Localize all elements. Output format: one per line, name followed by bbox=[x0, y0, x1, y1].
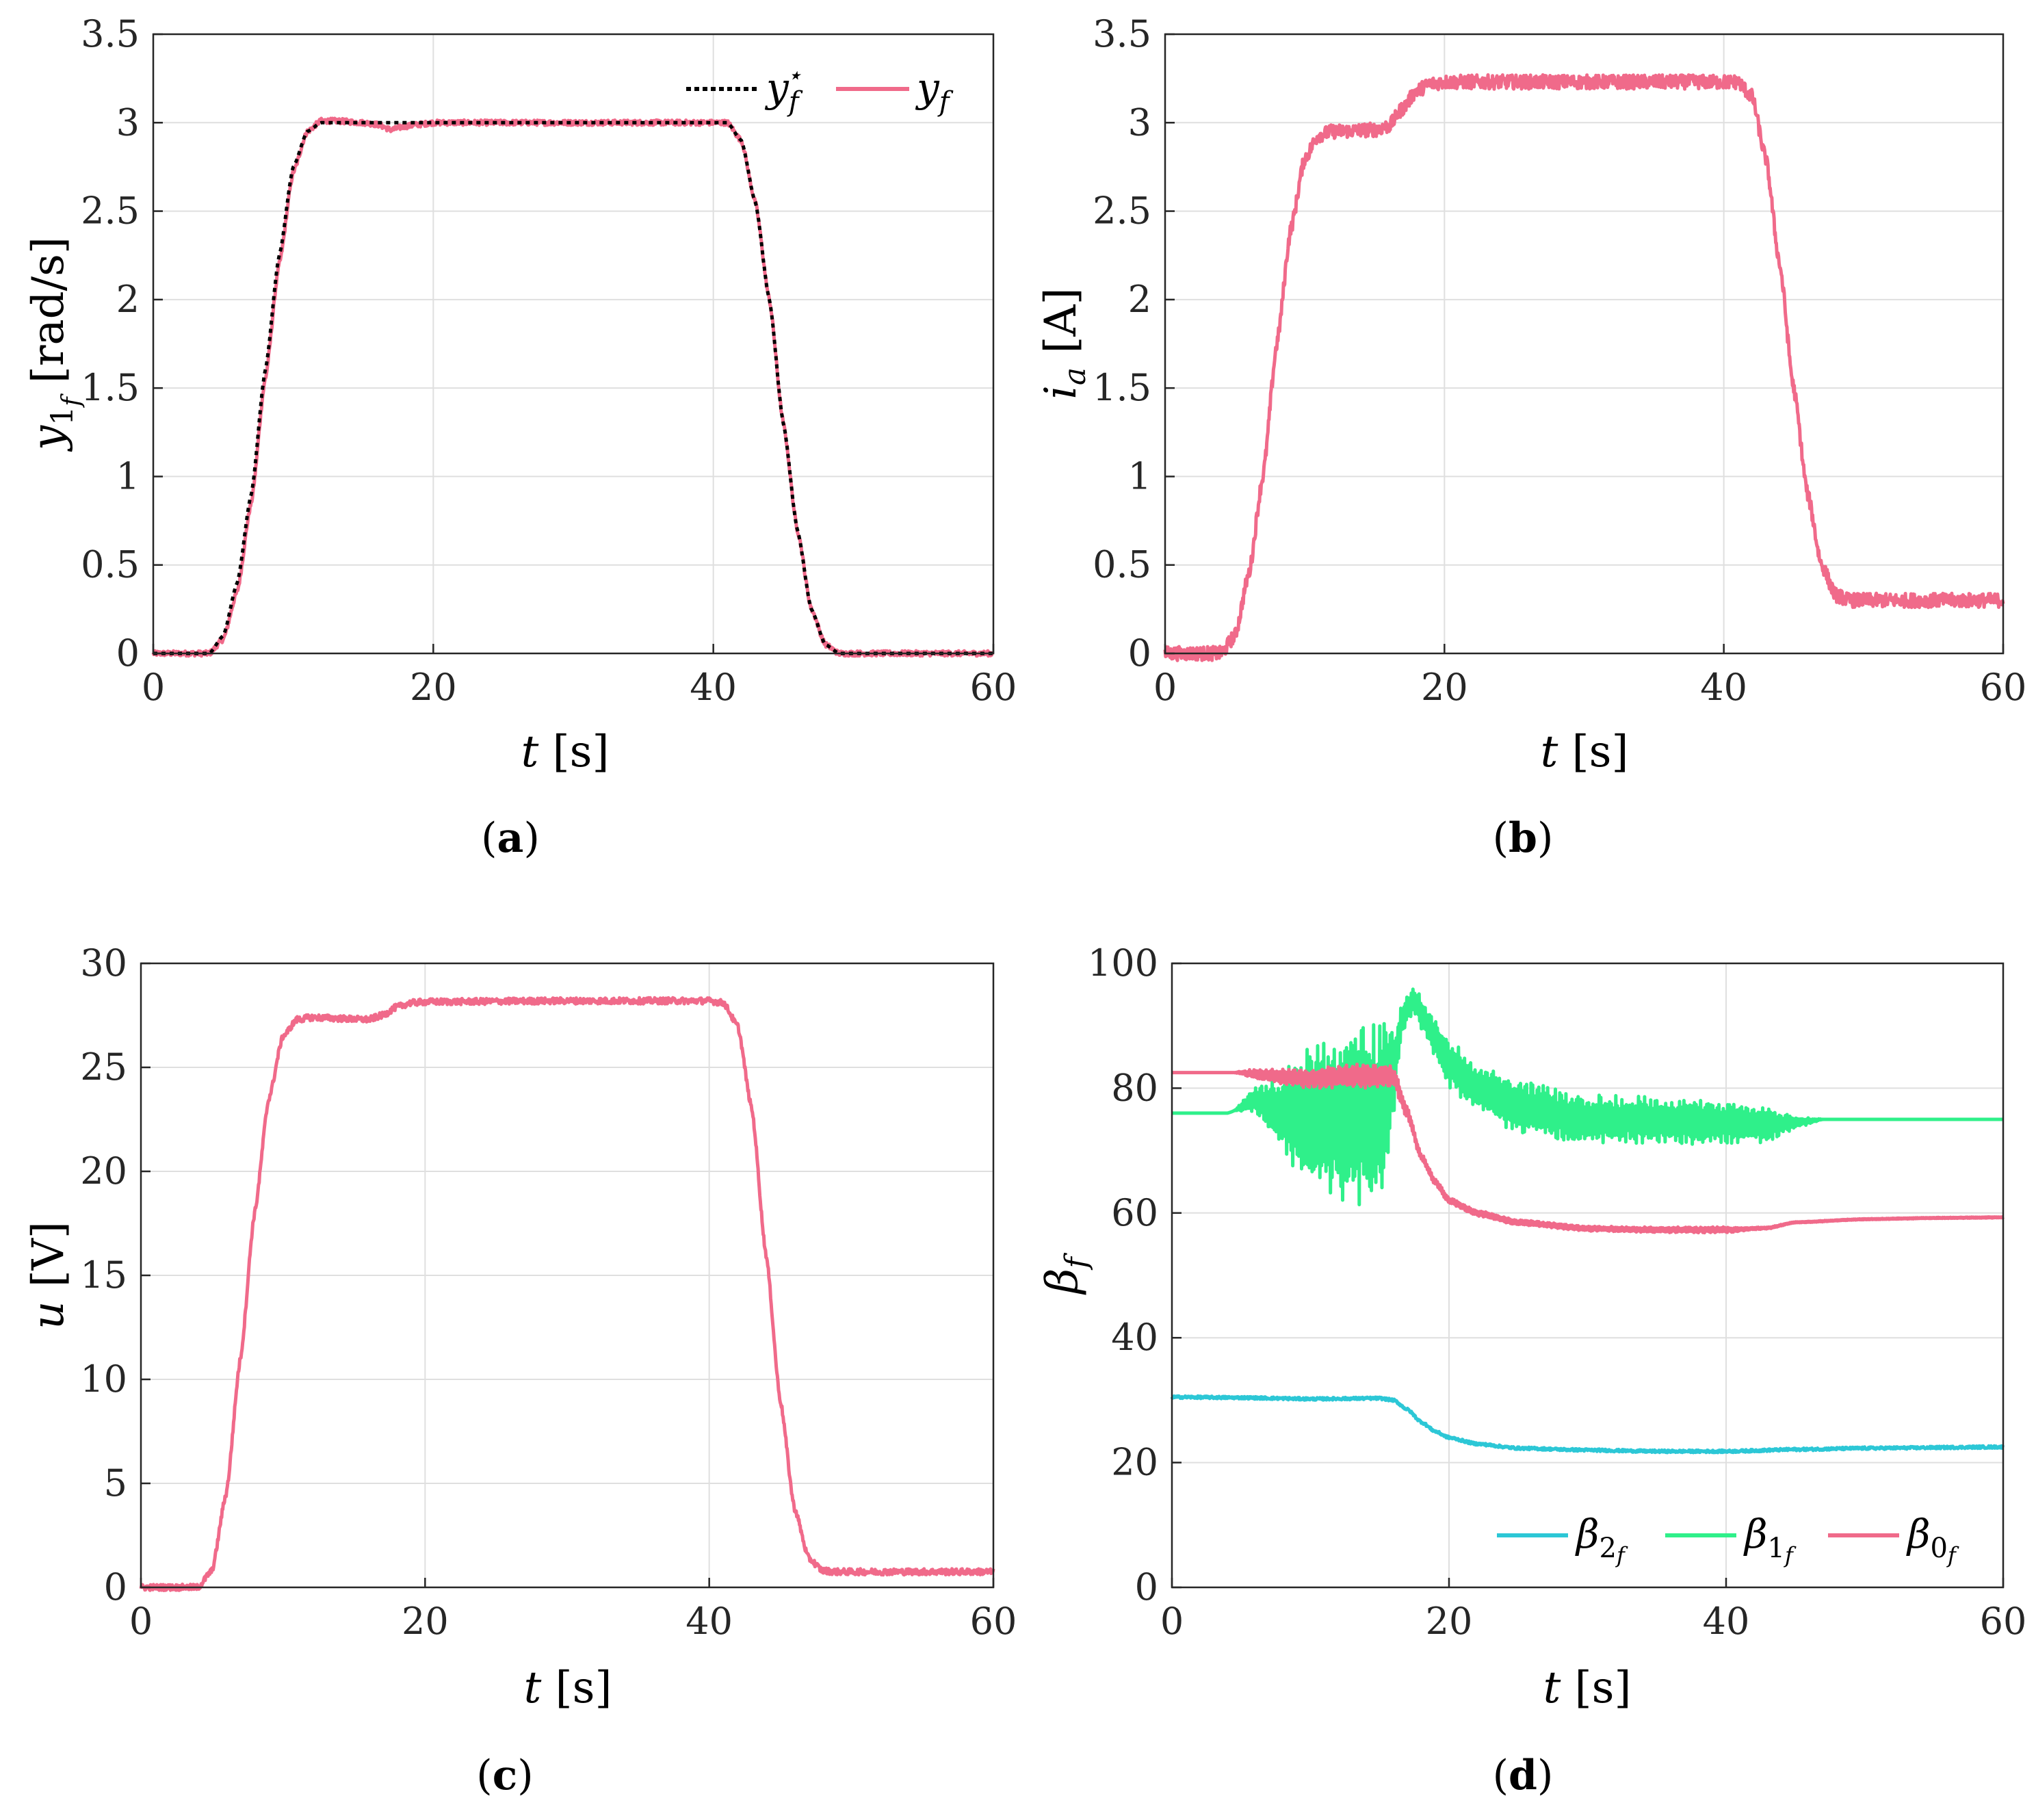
svg-text:u [V]: u [V] bbox=[23, 1221, 74, 1329]
panel-label-d: (d) bbox=[1493, 1752, 1554, 1799]
y-tick-label: 40 bbox=[1111, 1316, 1158, 1359]
grid-c bbox=[140, 963, 994, 1588]
y-tick-label: 20 bbox=[1111, 1441, 1158, 1484]
y-tick-label: 25 bbox=[80, 1045, 127, 1089]
panel-b: 0 20 40 60 0 0.5 1 1.5 2 2.5 3 3.5 t [s] ia [A] (b) bbox=[1036, 12, 2026, 862]
x-tick-label: 0 bbox=[1153, 666, 1177, 709]
series-line-0f bbox=[1171, 1063, 2005, 1235]
series-line-1f bbox=[1171, 987, 2005, 1207]
y-tick-label: 1 bbox=[116, 454, 140, 497]
x-tick-label: 40 bbox=[690, 666, 737, 709]
y-tick-label: 15 bbox=[80, 1253, 127, 1297]
x-tick-label: 0 bbox=[129, 1600, 153, 1643]
y-tick-label: 0 bbox=[104, 1565, 127, 1609]
y-axis-label-a: y1f [rad/s] bbox=[23, 237, 86, 452]
svg-text:ia [A]: ia [A] bbox=[1036, 287, 1093, 399]
legend-label-yf: yf bbox=[915, 64, 954, 118]
y-tick-label: 20 bbox=[80, 1149, 127, 1193]
y-tick-label: 0 bbox=[1135, 1565, 1158, 1609]
x-tick-label: 40 bbox=[1700, 666, 1747, 709]
y-tick-label: 1.5 bbox=[81, 366, 140, 409]
y-tick-label: 3 bbox=[1128, 101, 1151, 144]
ticks-c: 0 20 40 60 0 5 10 15 20 25 30 bbox=[80, 941, 1017, 1643]
y-tick-label: 3.5 bbox=[81, 12, 140, 55]
y-tick-label: 0 bbox=[116, 632, 140, 675]
series-line-ia bbox=[1163, 73, 2005, 662]
legend-a: yf⋆ yf bbox=[686, 62, 954, 118]
lines-c bbox=[139, 996, 995, 1592]
y-tick-label: 0.5 bbox=[1093, 543, 1151, 586]
panel-d: 0 20 40 60 0 20 40 60 80 100 t [s] βf (d) β2f β1f… bbox=[1037, 941, 2026, 1799]
x-tick-label: 0 bbox=[142, 666, 165, 709]
legend-label-beta2f: β2f bbox=[1575, 1511, 1628, 1568]
axes-frame-d bbox=[1171, 962, 2005, 1589]
series-line-yf bbox=[152, 120, 995, 655]
y-tick-label: 100 bbox=[1088, 941, 1158, 985]
x-tick-label: 60 bbox=[1980, 666, 2027, 709]
y-tick-label: 1 bbox=[1128, 454, 1151, 497]
x-tick-label: 60 bbox=[970, 666, 1017, 709]
y-tick-label: 2.5 bbox=[81, 190, 140, 233]
x-tick-label: 20 bbox=[410, 666, 457, 709]
x-tick-label: 20 bbox=[1426, 1600, 1473, 1643]
x-axis-label-b: t [s] bbox=[1541, 727, 1629, 777]
lines-a bbox=[151, 116, 995, 658]
y-tick-label: 10 bbox=[80, 1357, 127, 1401]
panel-c: 0 20 40 60 0 5 10 15 20 25 30 t [s] u [V] (c) bbox=[23, 941, 1017, 1799]
y-tick-label: 1.5 bbox=[1093, 366, 1151, 409]
legend-label-yf-star: yf⋆ bbox=[764, 62, 803, 118]
x-tick-label: 60 bbox=[1980, 1600, 2027, 1643]
x-tick-label: 0 bbox=[1160, 1600, 1184, 1643]
legend-d: β2f β1f β0f bbox=[1497, 1511, 1959, 1568]
series-line-2f bbox=[1170, 1394, 2005, 1455]
panel-a: 0 20 40 60 0 0.5 1 1.5 2 2.5 3 3.5 t [s] y1f [rad/s… bbox=[23, 12, 1017, 862]
legend-label-beta0f: β0f bbox=[1906, 1511, 1959, 1568]
y-axis-label-b: ia [A] bbox=[1036, 287, 1093, 399]
axes-frame-b bbox=[1164, 33, 2005, 655]
y-axis-label-c: u [V] bbox=[23, 1221, 74, 1329]
y-tick-label: 3 bbox=[116, 101, 140, 144]
legend-label-beta1f: β1f bbox=[1743, 1511, 1797, 1568]
y-tick-label: 2 bbox=[116, 278, 140, 321]
y-tick-label: 30 bbox=[80, 941, 127, 985]
x-axis-label-a: t [s] bbox=[521, 727, 610, 777]
x-tick-label: 60 bbox=[970, 1600, 1017, 1643]
x-tick-label: 20 bbox=[1421, 666, 1468, 709]
series-line-yf bbox=[151, 116, 995, 658]
y-tick-label: 80 bbox=[1111, 1066, 1158, 1109]
grid-a bbox=[153, 34, 994, 654]
panel-label-c: (c) bbox=[476, 1752, 533, 1799]
panel-label-b: (b) bbox=[1493, 814, 1554, 862]
y-tick-label: 0 bbox=[1128, 632, 1151, 675]
y-tick-label: 0.5 bbox=[81, 543, 140, 586]
x-tick-label: 40 bbox=[686, 1600, 733, 1643]
ticks-a: 0 20 40 60 0 0.5 1 1.5 2 2.5 3 3.5 bbox=[81, 12, 1017, 709]
svg-text:y1f [rad/s]: y1f [rad/s] bbox=[23, 237, 86, 452]
ticks-b: 0 20 40 60 0 0.5 1 1.5 2 2.5 3 3.5 bbox=[1093, 12, 2026, 709]
lines-b bbox=[1163, 73, 2005, 662]
y-tick-label: 2 bbox=[1128, 278, 1151, 321]
y-axis-label-d: βf bbox=[1037, 1253, 1094, 1295]
grid-b bbox=[1164, 34, 2004, 654]
series-line-u bbox=[139, 996, 995, 1592]
axes-frame-a bbox=[152, 33, 995, 655]
panel-label-a: (a) bbox=[481, 814, 540, 862]
y-tick-label: 5 bbox=[104, 1461, 127, 1505]
y-tick-label: 60 bbox=[1111, 1191, 1158, 1234]
svg-text:βf: βf bbox=[1037, 1253, 1094, 1295]
y-tick-label: 2.5 bbox=[1093, 190, 1151, 233]
x-axis-label-c: t [s] bbox=[524, 1663, 612, 1713]
y-tick-label: 3.5 bbox=[1093, 12, 1151, 55]
ticks-d: 0 20 40 60 0 20 40 60 80 100 bbox=[1088, 941, 2026, 1643]
x-tick-label: 40 bbox=[1703, 1600, 1750, 1643]
lines-d bbox=[1170, 987, 2005, 1455]
x-tick-label: 20 bbox=[402, 1600, 449, 1643]
x-axis-label-d: t [s] bbox=[1543, 1663, 1632, 1713]
grid-d bbox=[1171, 963, 2004, 1588]
